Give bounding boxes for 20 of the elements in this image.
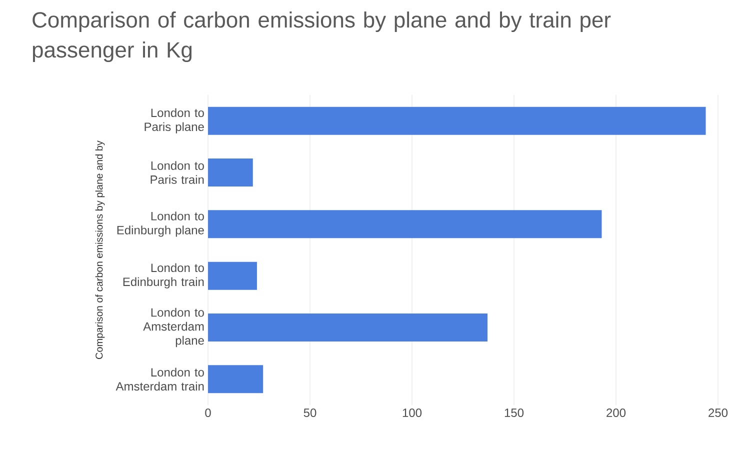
bar	[208, 314, 488, 342]
bar	[208, 210, 602, 238]
y-tick-label: London to Amsterdam train	[116, 368, 204, 391]
bar	[208, 262, 257, 290]
y-tick-label: London to Paris train	[150, 161, 204, 184]
y-axis-title: Comparison of carbon emissions by plane and by	[95, 140, 105, 359]
bar	[208, 106, 706, 135]
y-tick-label: London to Edinburgh plane	[117, 212, 204, 237]
x-tick-label: 250	[708, 408, 728, 418]
bar	[208, 158, 253, 187]
x-tick-label: 0	[205, 408, 211, 418]
bar	[208, 365, 264, 394]
chart-title: Comparison of carbon emissions by plane and by train per passenger in Kg	[32, 12, 611, 62]
y-tick-label: London to Paris plane	[144, 108, 204, 134]
x-tick-label: 100	[402, 408, 422, 418]
x-tick-label: 150	[504, 408, 524, 418]
x-tick-label: 200	[606, 408, 626, 418]
y-tick-label: London to Edinburgh train	[123, 263, 204, 288]
x-tick-label: 50	[304, 408, 316, 418]
y-tick-label: London to Amsterdam plane	[143, 308, 204, 348]
